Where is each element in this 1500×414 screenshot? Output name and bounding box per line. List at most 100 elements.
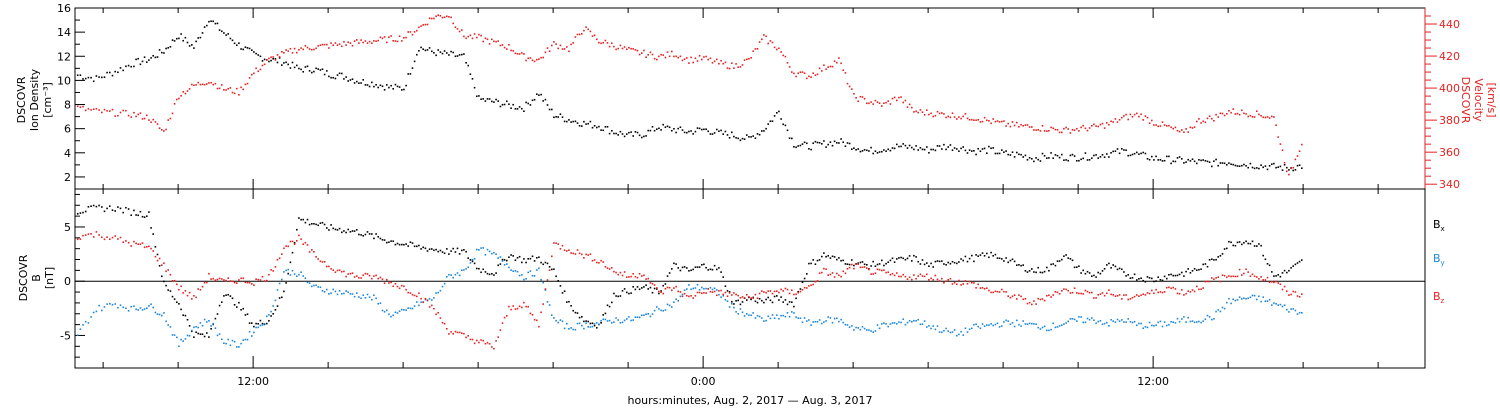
density-point (114, 70, 116, 73)
velocity-point (488, 43, 491, 45)
by-point (287, 268, 289, 271)
density-point (649, 129, 652, 132)
by-point (855, 326, 857, 329)
density-point (735, 137, 737, 139)
by-point (1266, 300, 1269, 302)
by-point (465, 268, 467, 270)
bz-point (167, 269, 169, 271)
by-point (413, 305, 416, 307)
density-point (146, 61, 148, 63)
density-point (281, 64, 283, 66)
bx-point (707, 269, 709, 271)
velocity-point (270, 56, 272, 58)
density-point (968, 149, 971, 151)
velocity-point (167, 119, 169, 121)
bx-point (1279, 275, 1282, 278)
bz-point (125, 240, 127, 242)
density-point (758, 133, 761, 136)
bx-point (240, 309, 242, 311)
by-point (791, 311, 793, 313)
bz-point (1133, 295, 1136, 298)
by-point (1298, 311, 1301, 314)
bz-point (469, 338, 472, 341)
density-point (1161, 160, 1164, 162)
bx-point (343, 230, 345, 232)
velocity-point (1262, 116, 1264, 119)
bx-point (1249, 242, 1252, 245)
bz-point (1054, 291, 1057, 293)
by-point (433, 297, 435, 299)
velocity-point (178, 97, 180, 100)
bz-point (883, 269, 885, 271)
by-point (722, 294, 724, 297)
bz-point (1007, 295, 1009, 297)
density-point (1288, 169, 1290, 171)
velocity-point (553, 41, 555, 43)
density-point (173, 40, 176, 42)
density-point (641, 136, 643, 139)
bz-point (1112, 294, 1114, 296)
density-point (602, 129, 604, 132)
velocity-point (896, 99, 898, 102)
by-point (831, 321, 834, 324)
velocity-point (611, 42, 613, 45)
bx-point (557, 280, 559, 282)
by-point (904, 323, 907, 326)
bz-point (506, 315, 508, 317)
bx-point (437, 250, 439, 253)
velocity-point (992, 118, 994, 120)
velocity-point (516, 53, 519, 55)
velocity-point (709, 57, 712, 60)
bz-point (1011, 295, 1014, 298)
by-point (493, 251, 495, 254)
velocity-point (566, 46, 568, 48)
bx-point (608, 305, 611, 308)
density-point (186, 41, 189, 44)
density-point (469, 73, 472, 75)
by-point (568, 328, 570, 330)
by-point (1191, 320, 1194, 322)
density-point (686, 131, 688, 134)
bz-point (452, 333, 454, 335)
x-tick-label: 12:00 (1137, 375, 1169, 388)
bz-point (304, 241, 307, 244)
bz-point (726, 295, 729, 297)
bx-point (1136, 279, 1138, 281)
bz-point (855, 263, 857, 265)
by-point (587, 326, 589, 328)
bx-point (754, 300, 757, 303)
density-point (512, 103, 514, 106)
by-point (1223, 307, 1226, 310)
density-point (634, 131, 637, 133)
bz-point (332, 269, 334, 271)
by-point (812, 321, 814, 323)
bx-point (923, 263, 926, 266)
bx-point (1189, 272, 1192, 274)
by-point (390, 315, 392, 318)
density-point (306, 65, 309, 68)
velocity-point (338, 43, 341, 45)
bx-point (101, 206, 103, 208)
density-point (990, 147, 992, 150)
bx-point (536, 257, 538, 259)
by-point (917, 318, 919, 321)
bx-point (1118, 267, 1121, 270)
bz-point (878, 268, 881, 271)
bz-point (694, 295, 697, 297)
bx-point (259, 319, 262, 322)
velocity-point (857, 100, 859, 103)
velocity-point (634, 49, 637, 51)
by-point (508, 266, 510, 269)
by-point (1228, 297, 1230, 300)
by-point (180, 338, 182, 341)
bz-point (478, 341, 480, 344)
by-point (1221, 306, 1224, 309)
by-point (808, 319, 810, 321)
by-point (1292, 308, 1294, 310)
velocity-point (1067, 128, 1069, 130)
by-point (261, 324, 264, 326)
by-point (608, 319, 611, 322)
density-point (563, 120, 566, 123)
density-point (366, 84, 369, 86)
bz-point (214, 279, 217, 281)
